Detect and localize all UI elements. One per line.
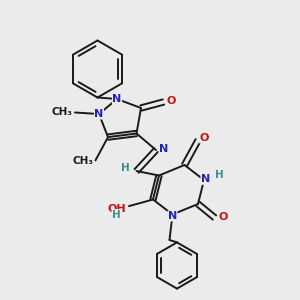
Text: N: N (159, 144, 168, 154)
Text: H: H (214, 170, 223, 181)
Text: O: O (218, 212, 227, 222)
Text: OH: OH (107, 203, 126, 214)
Text: CH₃: CH₃ (52, 107, 73, 117)
Text: CH₃: CH₃ (73, 156, 94, 166)
Text: N: N (201, 174, 210, 184)
Text: N: N (168, 211, 177, 221)
Text: N: N (94, 109, 103, 119)
Text: H: H (121, 163, 130, 173)
Text: N: N (112, 94, 122, 104)
Text: O: O (167, 96, 176, 106)
Text: H: H (112, 209, 121, 220)
Text: O: O (200, 133, 209, 143)
